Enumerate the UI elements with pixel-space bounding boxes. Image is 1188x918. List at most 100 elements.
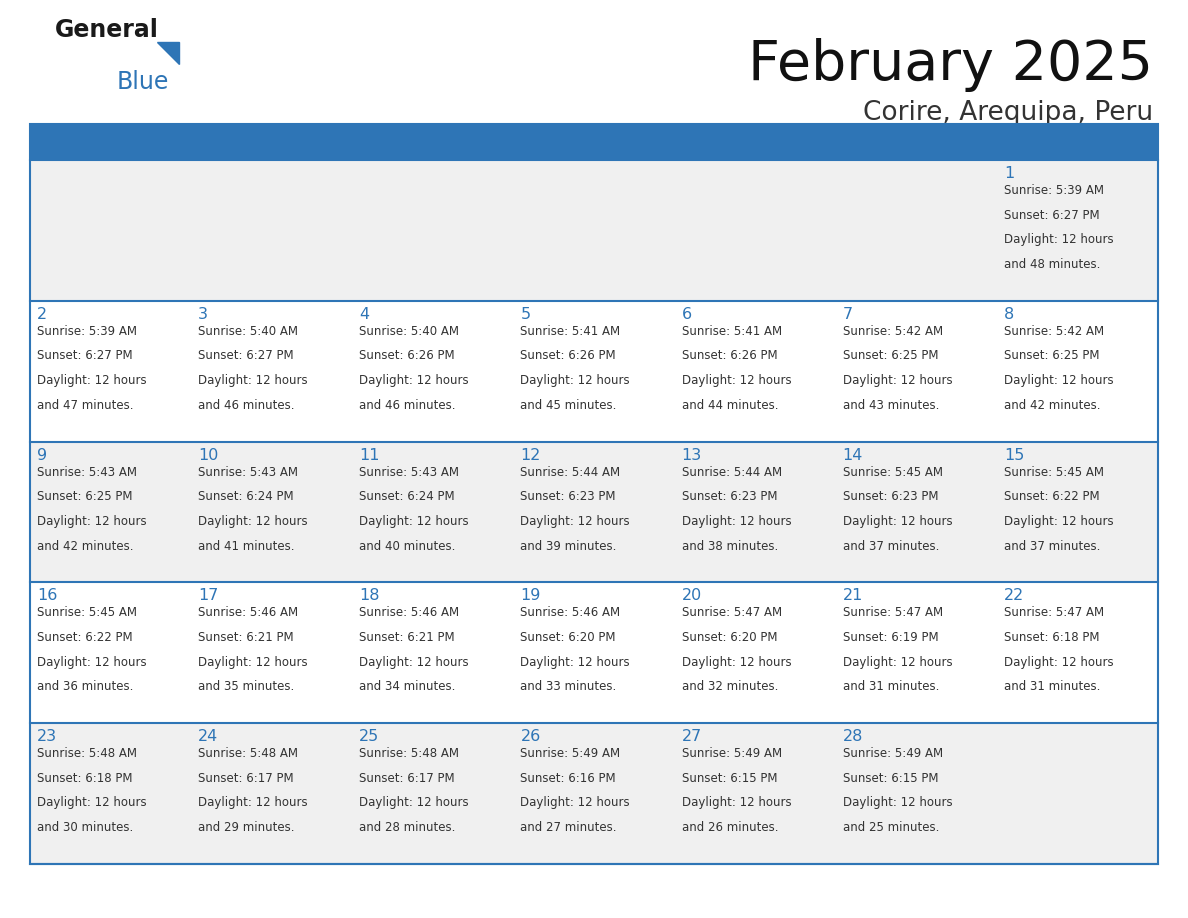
Bar <box>30 124 1158 864</box>
Text: Sunrise: 5:43 AM: Sunrise: 5:43 AM <box>37 465 137 478</box>
Text: and 38 minutes.: and 38 minutes. <box>682 540 778 553</box>
Text: Sunrise: 5:39 AM: Sunrise: 5:39 AM <box>1004 184 1104 197</box>
Text: Daylight: 12 hours: Daylight: 12 hours <box>842 797 953 810</box>
Text: Sunset: 6:20 PM: Sunset: 6:20 PM <box>682 631 777 644</box>
Text: and 48 minutes.: and 48 minutes. <box>1004 258 1100 271</box>
Text: Daylight: 12 hours: Daylight: 12 hours <box>198 655 308 668</box>
Text: and 36 minutes.: and 36 minutes. <box>37 680 133 693</box>
Text: Daylight: 12 hours: Daylight: 12 hours <box>842 515 953 528</box>
Text: Sunrise: 5:48 AM: Sunrise: 5:48 AM <box>198 747 298 760</box>
Text: 16: 16 <box>37 588 57 603</box>
Text: Sunrise: 5:40 AM: Sunrise: 5:40 AM <box>359 325 460 338</box>
Text: 22: 22 <box>1004 588 1024 603</box>
Text: and 45 minutes.: and 45 minutes. <box>520 398 617 411</box>
Text: and 26 minutes.: and 26 minutes. <box>682 821 778 834</box>
Polygon shape <box>157 42 179 64</box>
Text: Daylight: 12 hours: Daylight: 12 hours <box>1004 515 1113 528</box>
Text: and 46 minutes.: and 46 minutes. <box>198 398 295 411</box>
Text: Sunset: 6:27 PM: Sunset: 6:27 PM <box>1004 208 1099 221</box>
Text: Blue: Blue <box>116 70 170 94</box>
Bar <box>30 723 1158 864</box>
Text: and 47 minutes.: and 47 minutes. <box>37 398 133 411</box>
Text: Sunrise: 5:47 AM: Sunrise: 5:47 AM <box>1004 607 1104 620</box>
Text: Sunset: 6:27 PM: Sunset: 6:27 PM <box>37 350 133 363</box>
Text: and 37 minutes.: and 37 minutes. <box>1004 540 1100 553</box>
Text: Daylight: 12 hours: Daylight: 12 hours <box>359 797 469 810</box>
Text: Sunset: 6:16 PM: Sunset: 6:16 PM <box>520 772 617 785</box>
Text: Sunset: 6:15 PM: Sunset: 6:15 PM <box>842 772 939 785</box>
Text: Thursday: Thursday <box>713 135 797 150</box>
Text: Sunset: 6:17 PM: Sunset: 6:17 PM <box>359 772 455 785</box>
Text: 10: 10 <box>198 448 219 463</box>
Text: and 31 minutes.: and 31 minutes. <box>1004 680 1100 693</box>
Text: Sunset: 6:26 PM: Sunset: 6:26 PM <box>520 350 617 363</box>
Text: and 39 minutes.: and 39 minutes. <box>520 540 617 553</box>
Text: Sunrise: 5:45 AM: Sunrise: 5:45 AM <box>37 607 137 620</box>
Text: Sunset: 6:19 PM: Sunset: 6:19 PM <box>842 631 939 644</box>
Text: 23: 23 <box>37 729 57 744</box>
Text: Daylight: 12 hours: Daylight: 12 hours <box>682 797 791 810</box>
Text: Corire, Arequipa, Peru: Corire, Arequipa, Peru <box>862 100 1154 126</box>
Text: Sunrise: 5:47 AM: Sunrise: 5:47 AM <box>682 607 782 620</box>
Text: Daylight: 12 hours: Daylight: 12 hours <box>520 515 630 528</box>
Text: Sunrise: 5:39 AM: Sunrise: 5:39 AM <box>37 325 137 338</box>
Text: Sunset: 6:17 PM: Sunset: 6:17 PM <box>198 772 293 785</box>
Text: and 25 minutes.: and 25 minutes. <box>842 821 939 834</box>
Text: 11: 11 <box>359 448 380 463</box>
Text: Sunrise: 5:43 AM: Sunrise: 5:43 AM <box>359 465 460 478</box>
Text: Sunrise: 5:40 AM: Sunrise: 5:40 AM <box>198 325 298 338</box>
Text: Sunset: 6:26 PM: Sunset: 6:26 PM <box>682 350 777 363</box>
Text: 4: 4 <box>359 307 369 322</box>
Text: Daylight: 12 hours: Daylight: 12 hours <box>37 797 146 810</box>
Text: Sunset: 6:21 PM: Sunset: 6:21 PM <box>359 631 455 644</box>
Text: 21: 21 <box>842 588 864 603</box>
Text: Daylight: 12 hours: Daylight: 12 hours <box>1004 233 1113 246</box>
Text: Sunrise: 5:44 AM: Sunrise: 5:44 AM <box>520 465 620 478</box>
Text: and 37 minutes.: and 37 minutes. <box>842 540 939 553</box>
Text: Sunrise: 5:46 AM: Sunrise: 5:46 AM <box>198 607 298 620</box>
Text: General: General <box>55 18 159 42</box>
Text: Friday: Friday <box>889 135 944 150</box>
Text: 28: 28 <box>842 729 864 744</box>
Text: Daylight: 12 hours: Daylight: 12 hours <box>198 515 308 528</box>
Text: Daylight: 12 hours: Daylight: 12 hours <box>682 655 791 668</box>
Bar <box>30 582 1158 723</box>
Text: and 32 minutes.: and 32 minutes. <box>682 680 778 693</box>
Text: Sunset: 6:18 PM: Sunset: 6:18 PM <box>1004 631 1099 644</box>
Text: Sunrise: 5:46 AM: Sunrise: 5:46 AM <box>520 607 620 620</box>
Text: Sunset: 6:15 PM: Sunset: 6:15 PM <box>682 772 777 785</box>
Text: Saturday: Saturday <box>1037 135 1118 150</box>
Text: 5: 5 <box>520 307 531 322</box>
Text: Sunrise: 5:42 AM: Sunrise: 5:42 AM <box>1004 325 1104 338</box>
Text: Sunset: 6:25 PM: Sunset: 6:25 PM <box>1004 350 1099 363</box>
Bar <box>30 124 1158 160</box>
Text: and 30 minutes.: and 30 minutes. <box>37 821 133 834</box>
Text: and 28 minutes.: and 28 minutes. <box>359 821 456 834</box>
Text: Daylight: 12 hours: Daylight: 12 hours <box>37 374 146 387</box>
Text: 1: 1 <box>1004 166 1015 181</box>
Text: Sunday: Sunday <box>77 135 144 150</box>
Text: Monday: Monday <box>236 135 307 150</box>
Text: and 33 minutes.: and 33 minutes. <box>520 680 617 693</box>
Text: 17: 17 <box>198 588 219 603</box>
Text: Daylight: 12 hours: Daylight: 12 hours <box>359 515 469 528</box>
Text: Daylight: 12 hours: Daylight: 12 hours <box>1004 655 1113 668</box>
Text: Tuesday: Tuesday <box>397 135 469 150</box>
Text: Daylight: 12 hours: Daylight: 12 hours <box>198 374 308 387</box>
Text: and 40 minutes.: and 40 minutes. <box>359 540 456 553</box>
Text: Daylight: 12 hours: Daylight: 12 hours <box>842 655 953 668</box>
Text: Sunrise: 5:49 AM: Sunrise: 5:49 AM <box>842 747 943 760</box>
Text: Daylight: 12 hours: Daylight: 12 hours <box>842 374 953 387</box>
Text: Sunrise: 5:45 AM: Sunrise: 5:45 AM <box>842 465 943 478</box>
Text: Sunrise: 5:43 AM: Sunrise: 5:43 AM <box>198 465 298 478</box>
Text: Sunset: 6:22 PM: Sunset: 6:22 PM <box>1004 490 1099 503</box>
Text: Sunset: 6:20 PM: Sunset: 6:20 PM <box>520 631 615 644</box>
Text: 8: 8 <box>1004 307 1015 322</box>
Text: 19: 19 <box>520 588 541 603</box>
Text: Sunrise: 5:46 AM: Sunrise: 5:46 AM <box>359 607 460 620</box>
Text: 14: 14 <box>842 448 864 463</box>
Text: 26: 26 <box>520 729 541 744</box>
Text: and 44 minutes.: and 44 minutes. <box>682 398 778 411</box>
Text: and 34 minutes.: and 34 minutes. <box>359 680 456 693</box>
Text: 20: 20 <box>682 588 702 603</box>
